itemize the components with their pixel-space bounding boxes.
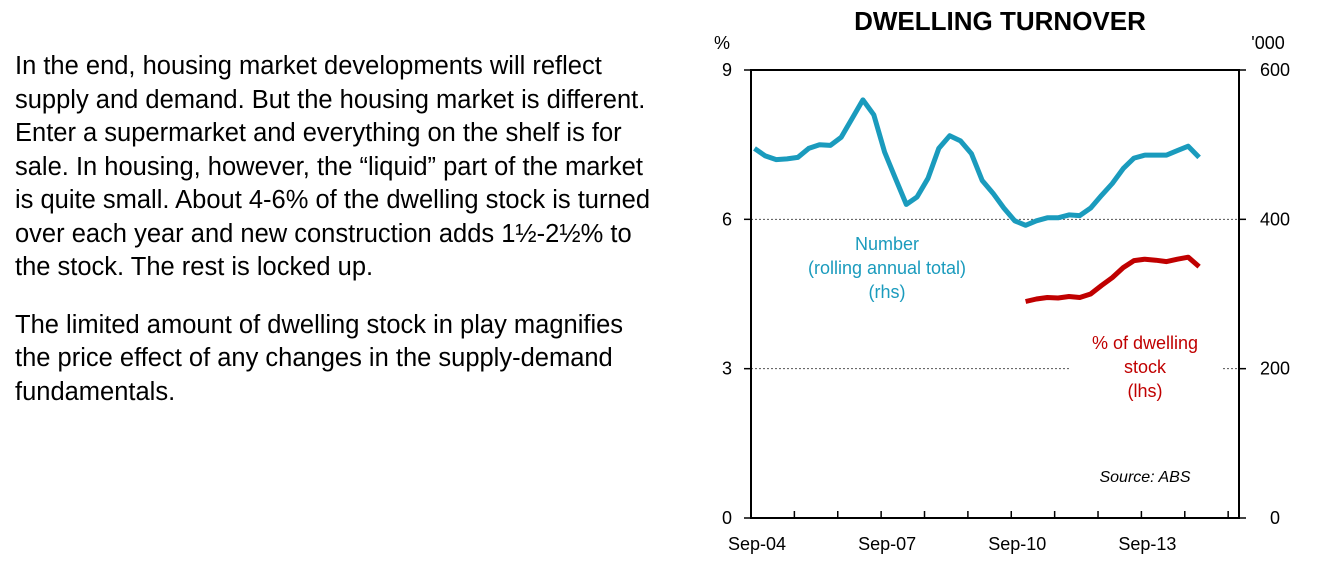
x-tick-labels: Sep-04 Sep-07 Sep-10 Sep-13 [728, 534, 1176, 554]
right-tick-label-0: 0 [1270, 508, 1280, 528]
paragraph-supply-demand: In the end, housing market developments … [15, 52, 650, 281]
axis-ticks [744, 69, 1246, 519]
left-tick-label-9: 9 [722, 60, 732, 80]
gridlines [751, 218, 1239, 370]
right-axis-unit: '000 [1251, 33, 1284, 53]
left-axis-unit: % [714, 33, 730, 53]
x-tick-label-Sep-10: Sep-10 [988, 534, 1046, 554]
number-series-label: Number (rolling annual total) (rhs) [790, 230, 986, 302]
series-lines [753, 97, 1201, 304]
left-tick-labels: 0 3 6 9 [722, 60, 732, 528]
x-tick-label-Sep-07: Sep-07 [858, 534, 916, 554]
percent-label-bg [1070, 330, 1222, 402]
left-tick-label-6: 6 [722, 209, 732, 229]
number-label-bg [790, 230, 986, 302]
number-label-line-2: (rolling annual total) [808, 258, 966, 278]
plot-area-frame [750, 69, 1240, 519]
chart-title: DWELLING TURNOVER [854, 6, 1146, 36]
paragraph-limited-stock: The limited amount of dwelling stock in … [15, 310, 624, 406]
percent-label-line-3: (lhs) [1128, 381, 1163, 401]
right-tick-label-200: 200 [1260, 359, 1290, 379]
percent-series-label: % of dwelling stock (lhs) [1070, 330, 1222, 402]
right-tick-label-600: 600 [1260, 60, 1290, 80]
number-series-line [753, 97, 1201, 228]
x-tick-label-Sep-13: Sep-13 [1118, 534, 1176, 554]
percent-label-line-1: % of dwelling [1092, 333, 1198, 353]
left-tick-label-0: 0 [722, 508, 732, 528]
source-note: Source: ABS [1099, 469, 1190, 486]
percent-label-line-2: stock [1124, 357, 1167, 377]
number-label-line-3: (rhs) [869, 282, 906, 302]
x-tick-label-Sep-04: Sep-04 [728, 534, 786, 554]
right-tick-labels: 0 200 400 600 [1260, 60, 1290, 528]
text-column: In the end, housing market developments … [15, 50, 655, 433]
percent-series-line [1025, 254, 1201, 304]
left-tick-label-3: 3 [722, 359, 732, 379]
number-label-line-1: Number [855, 234, 919, 254]
right-tick-label-400: 400 [1260, 209, 1290, 229]
